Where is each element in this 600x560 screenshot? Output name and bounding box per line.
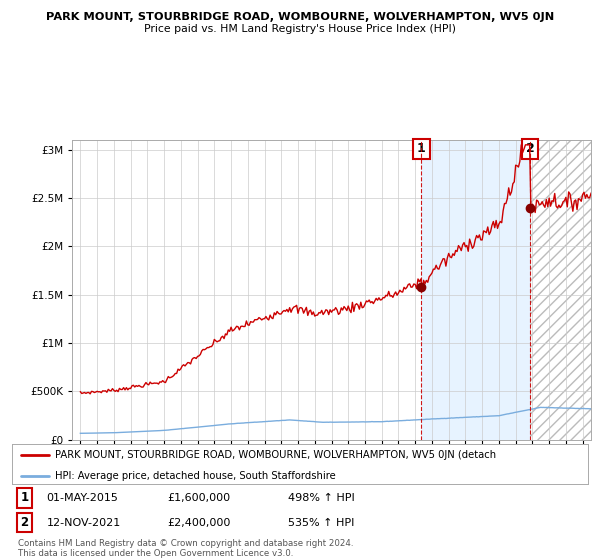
Text: 2: 2 [526, 142, 535, 156]
Text: Contains HM Land Registry data © Crown copyright and database right 2024.
This d: Contains HM Land Registry data © Crown c… [18, 539, 353, 558]
Bar [530, 140, 591, 440]
Text: £2,400,000: £2,400,000 [167, 517, 231, 528]
Text: 535% ↑ HPI: 535% ↑ HPI [289, 517, 355, 528]
Text: 12-NOV-2021: 12-NOV-2021 [47, 517, 121, 528]
Text: £1,600,000: £1,600,000 [167, 493, 230, 503]
Bar [421, 140, 530, 440]
Text: 498% ↑ HPI: 498% ↑ HPI [289, 493, 355, 503]
Text: 01-MAY-2015: 01-MAY-2015 [47, 493, 118, 503]
Text: PARK MOUNT, STOURBRIDGE ROAD, WOMBOURNE, WOLVERHAMPTON, WV5 0JN (detach: PARK MOUNT, STOURBRIDGE ROAD, WOMBOURNE,… [55, 450, 496, 460]
Text: 1: 1 [20, 491, 29, 505]
Text: 2: 2 [20, 516, 29, 529]
Text: Price paid vs. HM Land Registry's House Price Index (HPI): Price paid vs. HM Land Registry's House … [144, 24, 456, 34]
Text: 1: 1 [417, 142, 426, 156]
Text: PARK MOUNT, STOURBRIDGE ROAD, WOMBOURNE, WOLVERHAMPTON, WV5 0JN: PARK MOUNT, STOURBRIDGE ROAD, WOMBOURNE,… [46, 12, 554, 22]
Text: HPI: Average price, detached house, South Staffordshire: HPI: Average price, detached house, Sout… [55, 470, 336, 480]
